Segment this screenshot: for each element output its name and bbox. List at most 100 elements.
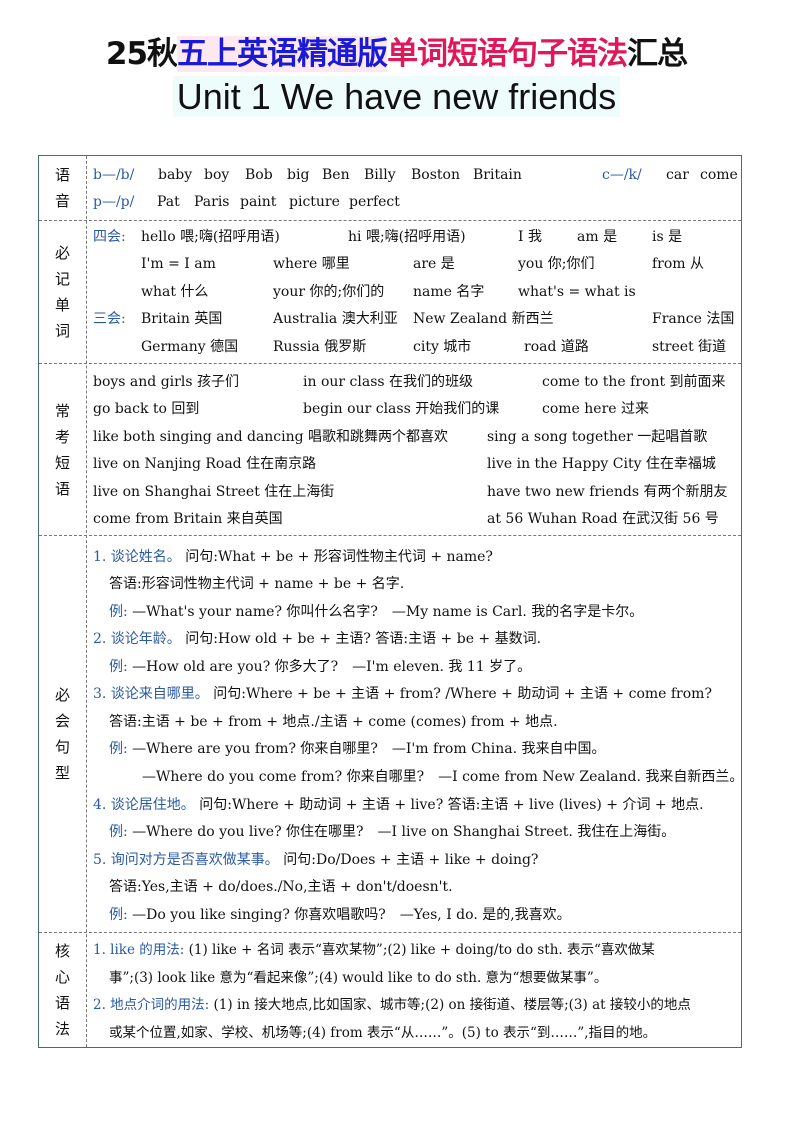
text: 1. like 的用法: [93, 942, 185, 958]
text: 音 [54, 192, 70, 210]
text: 单 [54, 296, 70, 314]
sentence-line: 答语:形容词性物主代词 + name + be + 名字. [109, 576, 404, 592]
phonics-word: big [287, 167, 310, 183]
word-item: Britain 英国 [141, 311, 223, 327]
title-book: 五上英语精通版 [177, 36, 388, 72]
sentence-line: 例: —Where are you from? 你来自哪里? —I'm from… [109, 741, 606, 757]
text: 例: [109, 659, 128, 675]
phonics-label: p—/p/ [93, 194, 135, 210]
section-label-words: 必记单词 [39, 221, 86, 363]
row-divider [39, 220, 741, 221]
text: 例: [109, 741, 128, 757]
phrase-item: come here 过来 [542, 401, 650, 417]
sentence-line: 例: —Where do you live? 你住在哪里? —I live on… [109, 824, 675, 840]
phonics-label: b—/b/ [93, 167, 135, 183]
word-item: you 你;你们 [518, 256, 595, 272]
phrase-item: boys and girls 孩子们 [93, 374, 239, 390]
word-item: is 是 [652, 229, 683, 245]
phrase-item: have two new friends 有两个新朋友 [487, 484, 728, 500]
row-divider [39, 535, 741, 536]
title-summary: 汇总 [627, 36, 688, 72]
word-item: city 城市 [413, 339, 472, 355]
text: 词 [54, 322, 70, 340]
text: 核 [54, 942, 70, 960]
phonics-word: Pat [157, 194, 180, 210]
word-item: are 是 [413, 256, 455, 272]
title-topics: 单词短语句子语法 [387, 36, 628, 72]
phrase-item: come from Britain 来自英国 [93, 511, 283, 527]
text: 必 [54, 686, 70, 704]
phonics-word: Bob [245, 167, 273, 183]
sentence-line: 4. 谈论居住地。 问句:Where + 助动词 + 主语 + live? 答语… [93, 797, 704, 813]
text: 必 [54, 244, 70, 262]
sentence-line: 例: —What's your name? 你叫什么名字? —My name i… [109, 604, 643, 620]
word-item: your 你的;你们的 [273, 284, 385, 300]
section-label-phonics: 语音 [39, 156, 86, 220]
text: 事”;(3) look like 意为“看起来像”;(4) would like… [109, 970, 608, 986]
sentence-line: 2. 谈论年龄。 问句:How old + be + 主语? 答语:主语 + b… [93, 631, 541, 647]
word-item: New Zealand 新西兰 [413, 311, 554, 327]
text: 答语:形容词性物主代词 + name + be + 名字. [109, 576, 405, 592]
word-item: hello 喂;嗨(招呼用语) [141, 229, 280, 245]
phrase-item: begin our class 开始我们的课 [303, 401, 500, 417]
title-unit: Unit 1 We have new friends [0, 76, 793, 118]
phonics-word: picture [289, 194, 340, 210]
text: —Where do you come from? 你来自哪里? —I come … [142, 769, 744, 785]
grammar-line: 或某个位置,如家、学校、机场等;(4) from 表示“从……”。(5) to … [109, 1025, 656, 1041]
sentence-line: 1. 谈论姓名。 问句:What + be + 形容词性物主代词 + name? [93, 549, 493, 565]
phonics-word: Boston [411, 167, 460, 183]
text: 句 [54, 738, 70, 756]
level-label: 三会: [93, 311, 126, 327]
phonics-word: Britain [473, 167, 522, 183]
column-divider [86, 156, 87, 1047]
word-item: name 名字 [413, 284, 485, 300]
phonics-word: come [700, 167, 738, 183]
text: 答语:主语 + be + from + 地点./主语 + come (comes… [109, 714, 558, 730]
text: 会 [54, 712, 70, 730]
sentence-line: 例: —How old are you? 你多大了? —I'm eleven. … [109, 659, 531, 675]
unit-title: Unit 1 We have new friends [172, 76, 621, 117]
word-item: France 法国 [652, 311, 735, 327]
phonics-word: baby [158, 167, 193, 183]
section-label-grammar: 核心语法 [39, 933, 86, 1047]
grammar-line: 事”;(3) look like 意为“看起来像”;(4) would like… [109, 970, 607, 986]
word-item: Australia 澳大利亚 [273, 311, 398, 327]
phrase-item: like both singing and dancing 唱歌和跳舞两个都喜欢 [93, 429, 449, 445]
phonics-word: car [666, 167, 689, 183]
text: 短 [54, 453, 70, 472]
text: 2. 地点介词的用法: [93, 997, 210, 1013]
text: 语 [54, 479, 70, 498]
phrase-item: come to the front 到前面来 [542, 374, 726, 390]
word-item: street 街道 [652, 339, 727, 355]
text: (1) in 接大地点,比如国家、城市等;(2) on 接街道、楼层等;(3) … [209, 997, 691, 1013]
text: —How old are you? 你多大了? —I'm eleven. 我 1… [127, 659, 532, 675]
text: 或某个位置,如家、学校、机场等;(4) from 表示“从……”。(5) to … [109, 1025, 657, 1041]
level-label: 四会: [93, 229, 126, 245]
phonics-word: paint [240, 194, 277, 210]
phrase-item: go back to 回到 [93, 401, 200, 417]
text: 法 [54, 1020, 70, 1038]
text: —Where do you live? 你住在哪里? —I live on Sh… [127, 824, 676, 840]
text: 常 [54, 401, 70, 420]
phrase-item: live in the Happy City 住在幸福城 [487, 456, 716, 472]
phrase-item: live on Shanghai Street 住在上海街 [93, 484, 335, 500]
phonics-label: c—/k/ [602, 167, 642, 183]
text: 5. 询问对方是否喜欢做某事。 [93, 852, 279, 868]
title-line-1: 25秋五上英语精通版单词短语句子语法汇总 [0, 28, 793, 73]
row-divider [39, 932, 741, 933]
word-item: where 哪里 [273, 256, 350, 272]
text: 例: [109, 907, 128, 923]
word-item: what 什么 [141, 284, 209, 300]
text: 问句:What + be + 形容词性物主代词 + name? [180, 549, 493, 565]
word-item: road 道路 [524, 339, 589, 355]
text: 考 [54, 427, 70, 446]
grammar-line: 1. like 的用法: (1) like + 名词 表示“喜欢某物”;(2) … [93, 942, 655, 958]
sentence-line: 例: —Do you like singing? 你喜欢唱歌吗? —Yes, I… [109, 907, 571, 923]
phrase-item: live on Nanjing Road 住在南京路 [93, 456, 317, 472]
text: 问句:How old + be + 主语? 答语:主语 + be + 基数词. [180, 631, 542, 647]
word-item: hi 喂;嗨(招呼用语) [348, 229, 466, 245]
text: —Do you like singing? 你喜欢唱歌吗? —Yes, I do… [127, 907, 571, 923]
sentence-line: 答语:Yes,主语 + do/does./No,主语 + don't/doesn… [109, 879, 453, 895]
grammar-line: 2. 地点介词的用法: (1) in 接大地点,比如国家、城市等;(2) on … [93, 997, 691, 1013]
section-label-sentences: 必会句型 [39, 536, 86, 932]
